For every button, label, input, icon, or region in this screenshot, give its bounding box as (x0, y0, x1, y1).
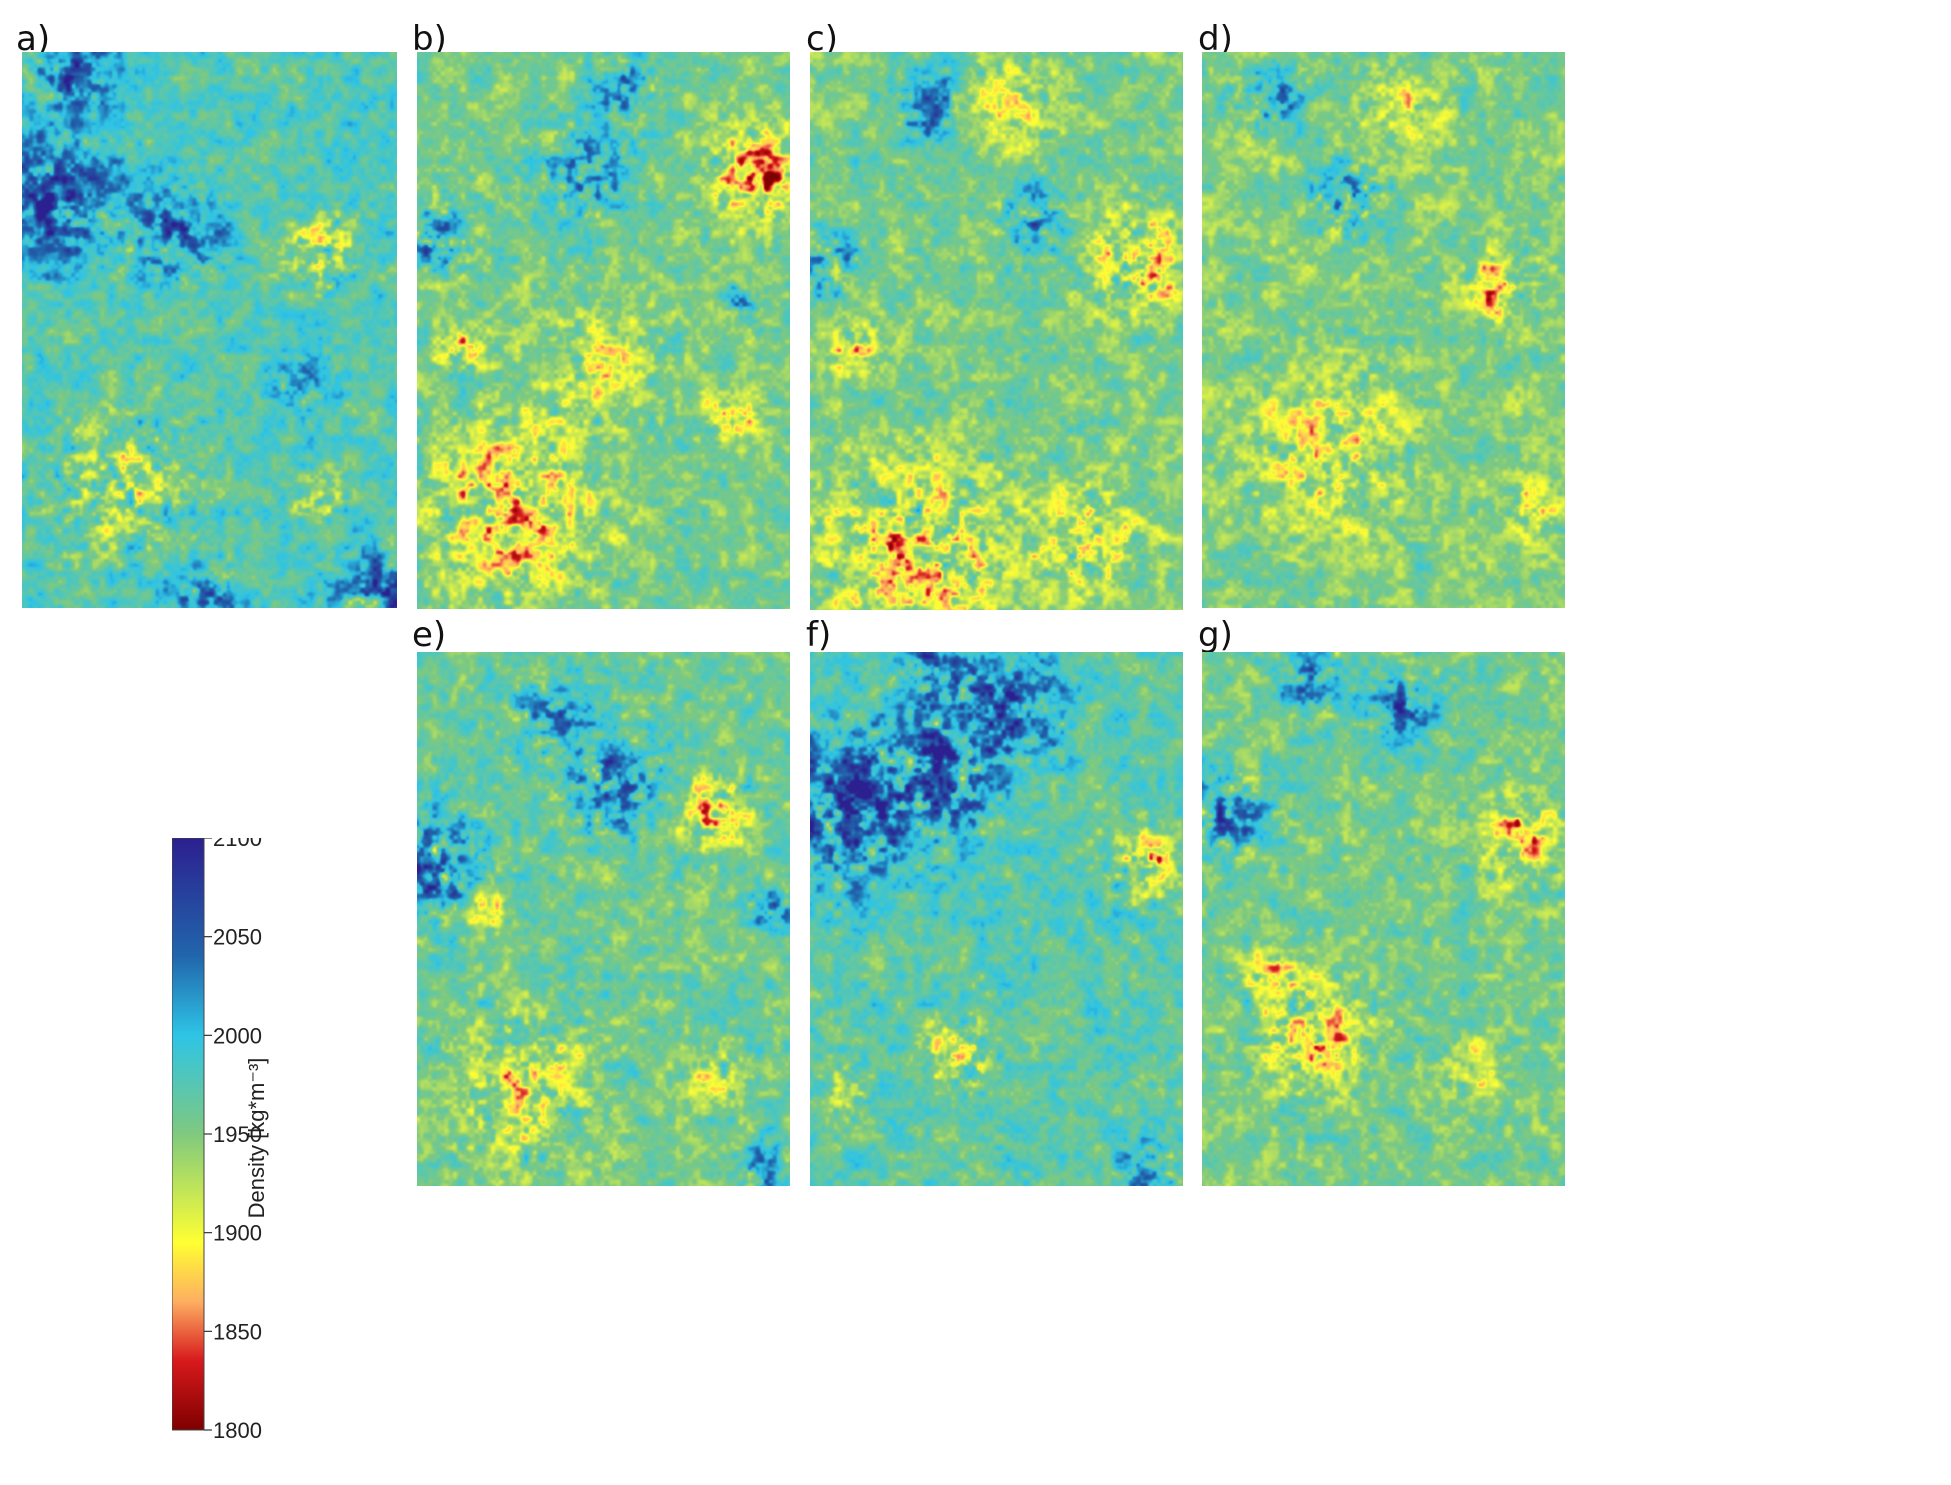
colorbar-tick-label: 1950 (213, 1122, 262, 1147)
density-map-d (1202, 52, 1565, 608)
density-map-g (1202, 652, 1565, 1186)
density-raster (417, 652, 790, 1186)
colorbar-tick-label: 1800 (213, 1418, 262, 1438)
density-raster (810, 52, 1183, 610)
colorbar-gradient (171, 837, 205, 1431)
density-map-svg (22, 52, 397, 608)
panel-label-g: g) (1198, 615, 1233, 655)
colorbar-tick-label: 2000 (213, 1023, 262, 1048)
panel-label-e: e) (412, 615, 447, 655)
density-raster (810, 652, 1183, 1186)
density-map-svg (810, 52, 1183, 610)
density-map-svg (417, 652, 790, 1186)
density-raster (22, 52, 397, 608)
colorbar-tick-label: 1900 (213, 1221, 262, 1246)
density-map-e (417, 652, 790, 1186)
colorbar-svg: 2100 2050 2000 1950 1900 1850 1800 Density [kg… (171, 826, 269, 1443)
density-map-f (810, 652, 1183, 1186)
panel-label-d: d) (1198, 19, 1233, 59)
panel-label-f: f) (806, 615, 832, 655)
colorbar-tick-label: 2050 (213, 925, 262, 950)
density-map-svg (810, 652, 1183, 1186)
colorbar-tick-label: 2100 (213, 838, 262, 851)
density-raster (1202, 652, 1565, 1186)
density-raster (417, 52, 790, 609)
panel-label-b: b) (412, 19, 447, 59)
density-map-b (417, 52, 790, 609)
density-map-svg (1202, 652, 1565, 1186)
panel-label-c: c) (806, 19, 838, 59)
colorbar: 2100 2050 2000 1950 1900 1850 1800 Density [kg… (171, 826, 352, 1443)
density-map-svg (417, 52, 790, 609)
colorbar-label: Density [kg*m⁻³] (244, 1058, 269, 1219)
density-map-c (810, 52, 1183, 610)
colorbar-tick-label: 1850 (213, 1319, 262, 1344)
density-raster (1202, 52, 1565, 608)
density-map-a (22, 52, 397, 608)
density-map-svg (1202, 52, 1565, 608)
panel-label-a: a) (16, 19, 51, 59)
